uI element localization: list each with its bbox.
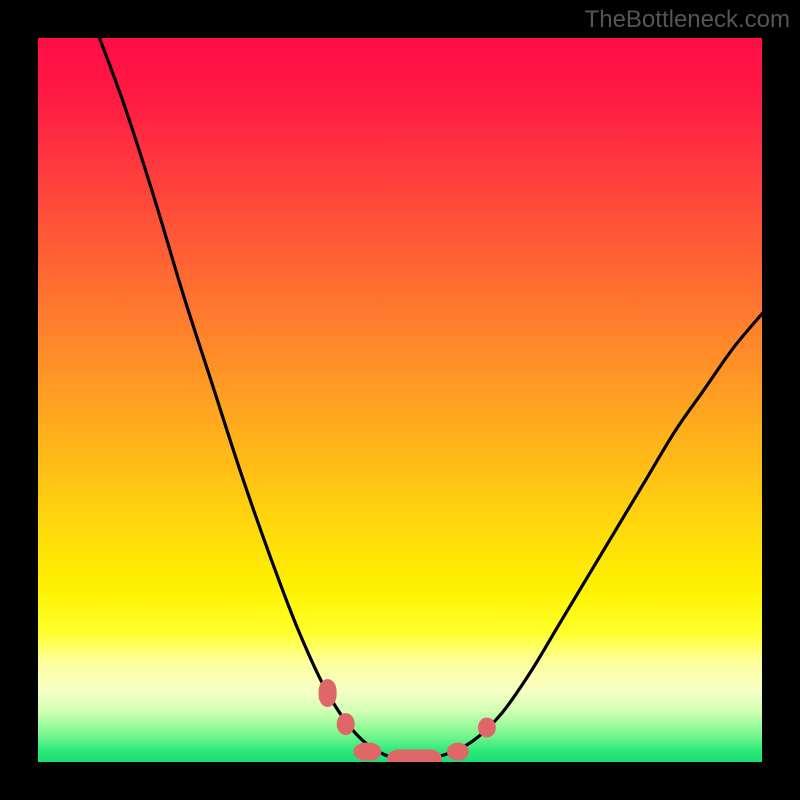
data-marker	[447, 743, 469, 761]
bottleneck-chart	[0, 0, 800, 800]
data-marker	[337, 713, 355, 735]
data-marker	[319, 679, 337, 707]
watermark-text: TheBottleneck.com	[585, 6, 790, 34]
plot-gradient	[38, 38, 762, 762]
data-marker	[353, 743, 381, 761]
chart-container: TheBottleneck.com	[0, 0, 800, 800]
data-marker	[478, 718, 496, 738]
